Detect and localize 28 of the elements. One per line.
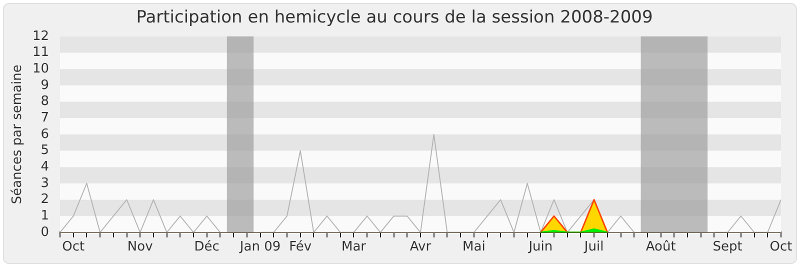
y-tick-label: 11 (32, 45, 49, 60)
y-tick-label: 9 (40, 78, 49, 93)
x-tick-label: Avr (410, 240, 432, 255)
y-tick-label: 10 (32, 61, 49, 76)
x-tick-label: Fév (289, 240, 312, 255)
y-tick-label: 6 (40, 126, 49, 142)
x-tick-label: Août (646, 240, 676, 255)
x-tick-label: Sept (712, 240, 742, 255)
y-tick-label: 4 (40, 159, 49, 174)
y-tick-label: 5 (40, 143, 49, 158)
y-tick-label: 1 (40, 208, 49, 224)
y-axis-title: Séances par semaine (10, 64, 26, 204)
chart-title: Participation en hemicycle au cours de la session 2008-2009 (136, 8, 653, 28)
y-tick-label: 7 (40, 110, 49, 126)
y-tick-label: 2 (40, 192, 49, 208)
x-tick-label: Mai (462, 240, 486, 255)
y-tick-label: 12 (32, 28, 49, 44)
x-tick-label: Jan 09 (238, 240, 281, 255)
x-tick-label: Nov (127, 240, 154, 255)
x-tick-label: Juin (528, 240, 553, 255)
x-tick-label: Juil (583, 240, 604, 255)
x-tick-label: Mar (341, 240, 367, 255)
y-tick-label: 8 (40, 94, 49, 110)
x-tick-label: Oct (62, 240, 85, 255)
x-tick-label: Oct (770, 240, 792, 255)
y-tick-label: 3 (40, 176, 49, 191)
y-tick-label: 0 (40, 224, 49, 240)
x-tick-label: Déc (194, 240, 220, 255)
